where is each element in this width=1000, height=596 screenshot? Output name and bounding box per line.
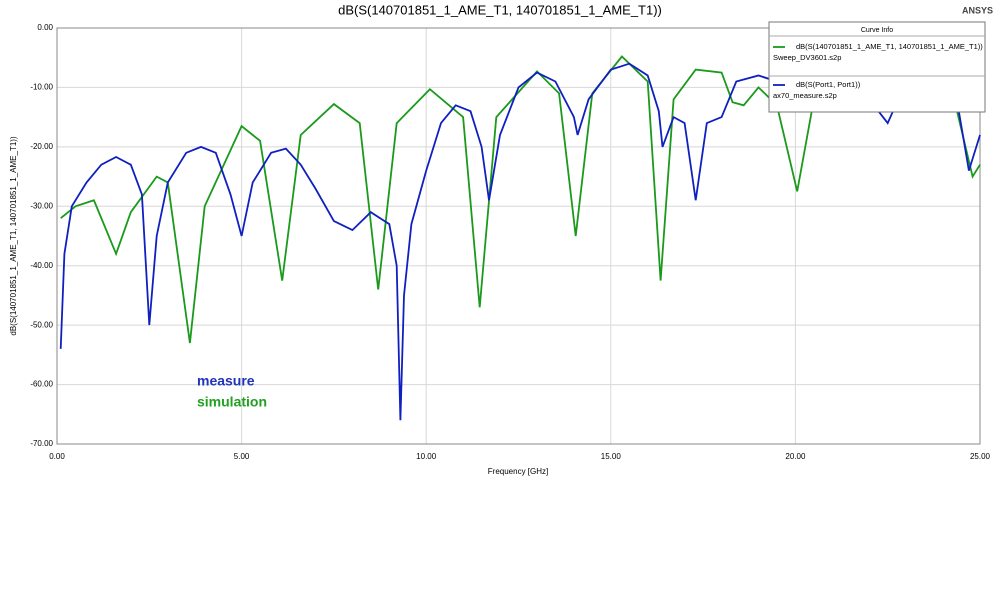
x-tick-label: 10.00 [416, 452, 437, 461]
y-tick-label: -20.00 [30, 142, 53, 151]
x-axis-label: Frequency [GHz] [488, 467, 548, 476]
y-tick-label: -30.00 [30, 201, 53, 210]
legend-source: Sweep_DV3601.s2p [773, 53, 841, 62]
legend-entry: dB(S(140701851_1_AME_T1, 140701851_1_AME… [796, 42, 983, 51]
legend-title: Curve Info [861, 27, 893, 34]
annotation: measure [197, 373, 255, 389]
data-line [60, 55, 981, 344]
data-line [59, 62, 981, 421]
x-tick-label: 5.00 [234, 452, 250, 461]
y-tick-label: -50.00 [30, 320, 53, 329]
y-axis-label: dB(S(140701851_1_AME_T1, 140701851_1_AME… [9, 136, 18, 336]
legend-box [768, 21, 986, 113]
plot-border [56, 27, 981, 445]
y-tick-label: 0.00 [37, 23, 53, 32]
y-tick-label: -60.00 [30, 380, 53, 389]
y-tick-label: -70.00 [30, 439, 53, 448]
legend-source: ax70_measure.s2p [773, 91, 837, 100]
legend-entry: dB(S(Port1, Port1)) [796, 80, 861, 89]
logo: ANSYS [962, 5, 993, 15]
chart-title: dB(S(140701851_1_AME_T1, 140701851_1_AME… [338, 2, 662, 17]
x-tick-label: 0.00 [49, 452, 65, 461]
x-tick-label: 20.00 [785, 452, 806, 461]
x-tick-label: 25.00 [970, 452, 991, 461]
x-tick-label: 15.00 [601, 452, 622, 461]
y-tick-label: -10.00 [30, 83, 53, 92]
y-tick-label: -40.00 [30, 261, 53, 270]
annotation: simulation [197, 394, 267, 410]
